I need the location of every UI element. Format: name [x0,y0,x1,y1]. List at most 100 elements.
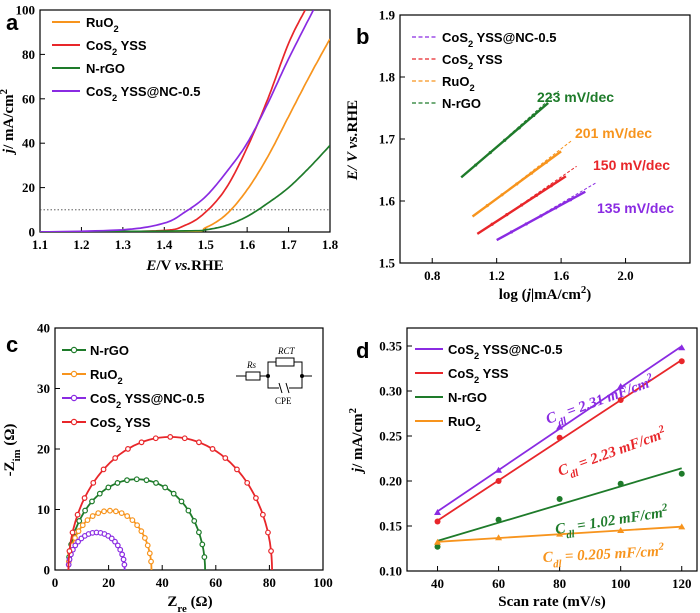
panel-c-xtick-label: 100 [313,575,333,590]
panel-b-marker [488,151,492,155]
panel-d-xtick-label: 80 [553,576,566,591]
panel-c-legend-label: N-rGO [90,343,129,358]
panel-c-marker [153,480,159,486]
panel-a-curve [40,10,306,232]
panel-d-cdl-label: Cdl = 1.02 mF/cm2 [554,501,671,543]
panel-d-marker [434,509,442,515]
panel-c-ytick-label: 30 [37,381,50,396]
panel-c-marker [118,510,125,517]
panel-c-marker [117,546,124,553]
panel-b-marker [529,171,534,175]
panel-a-legend-label: CoS2 YSS [86,38,147,57]
panel-c-marker [181,435,188,442]
panel-c-marker [234,466,240,473]
panel-c-marker [138,528,145,535]
panel-c-marker [178,498,185,505]
circuit-rct-resistor [275,357,295,367]
panel-d-marker [434,538,442,545]
panel-b-marker [534,193,539,198]
panel-d-xtick-label: 60 [492,576,505,591]
panel-c-marker [76,518,83,524]
panel-c-marker [146,550,153,557]
panel-a-legend-label: RuO2 [86,15,119,34]
circuit-rct-label: RCT [277,346,296,356]
panel-d-marker [678,344,686,351]
circuit-node [300,374,304,378]
panel-b-marker [549,184,553,188]
panel-c-marker [124,477,130,484]
panel-c-legend-marker [70,418,78,426]
panel-d-marker [434,543,441,550]
panel-b-tafel-label: 150 mV/dec [593,157,670,173]
panel-d-marker [617,480,624,487]
panel-c-marker [72,542,79,549]
panel-c-legend-marker [70,346,78,354]
panel-d-marker [617,397,624,403]
panel-a: 1.1 1.2 1.3 1.4 1.5 1.6 1.7 1.8 0 20 40 60 80 100 RuO2… [0,3,339,275]
panel-b-marker [500,193,504,197]
panel-c-marker [120,556,127,563]
panel-c-xtick-label: 0 [52,575,59,590]
panel-d-marker [556,496,563,502]
panel-c-marker [89,513,96,519]
circuit-wire [267,376,303,389]
panel-c-fit-arc [67,435,273,571]
panel-c-marker [199,541,206,548]
panel-b-marker [515,182,519,186]
panel-c-marker [100,466,107,473]
panel-b-marker [524,222,528,226]
panel-b-legend-label: CoS2 YSS [442,52,503,71]
panel-c-marker [105,484,112,491]
panel-d-xtick-label: 100 [611,576,631,591]
panel-b-marker [568,198,573,202]
panel-c-marker [112,508,119,515]
panel-c-marker [268,548,274,554]
panel-a-ytick-label: 100 [16,3,36,18]
panel-a-xtick-label: 1.3 [115,237,132,252]
panel-c-legend-label: CoS2 YSS [90,415,151,434]
circuit-wire [267,361,276,376]
panel-c-xtick-label: 20 [102,575,115,590]
panel-d-ylabel: j/ mA/cm2 [347,408,366,474]
panel-a-xtick-label: 1.5 [198,237,215,252]
panel-c-marker [185,507,192,514]
panel-c-legend-marker [70,370,78,378]
panel-d-ytick-label: 0.35 [379,339,402,354]
circuit-rs-resistor [245,371,261,381]
panel-c-ytick-label: 0 [44,563,51,578]
panel-b-marker [539,214,543,218]
panel-c-marker [121,561,128,568]
panel-c-marker [148,558,154,565]
panel-b-legend-label: N-rGO [442,96,481,111]
panel-b-xlabel: log (j|mA/cm2) [499,284,591,303]
panel-c-marker [112,455,119,461]
panel-c-marker [162,484,169,491]
panel-b-marker [505,213,509,217]
panel-c-marker [66,548,73,554]
panel-d-marker [495,534,503,541]
panel-d-marker [556,434,563,441]
panel-d: 40 60 80 100 120 0.10 0.15 0.20 0.25 0.30 0.35 CoS2… [347,327,698,610]
panel-b-xtick-label: 1.6 [553,268,570,283]
panel-c-marker [125,446,131,452]
panel-a-curve [40,10,315,232]
panel-c-legend-label: CoS2 YSS@NC-0.5 [90,391,204,410]
panel-d-legend-label: N-rGO [448,390,487,405]
panel-c-marker [124,513,131,519]
panel-b-ylabel: E/ V vs.RHE [345,100,361,181]
panel-b-marker [532,113,536,118]
panel-c-marker [75,528,82,535]
panel-a-xtick-label: 1.1 [32,237,48,252]
panel-c-marker [95,510,102,517]
panel-a-ylabel: j/ mA/cm2 [0,89,17,155]
panel-d-ytick-label: 0.10 [379,564,402,579]
panel-c-marker [119,551,126,558]
panel-c-marker [114,480,121,486]
panel-a-legend-label: CoS2 YSS@NC-0.5 [86,84,200,103]
panel-c-marker [79,522,86,529]
panel-b-xtick-label: 1.2 [489,268,505,283]
panel-a-label: a [6,10,19,35]
panel-a-xlabel: E/V vs.RHE [145,258,223,274]
circuit-cpe-label: CPE [275,396,292,406]
panel-a-ytick-label: 80 [22,47,35,62]
